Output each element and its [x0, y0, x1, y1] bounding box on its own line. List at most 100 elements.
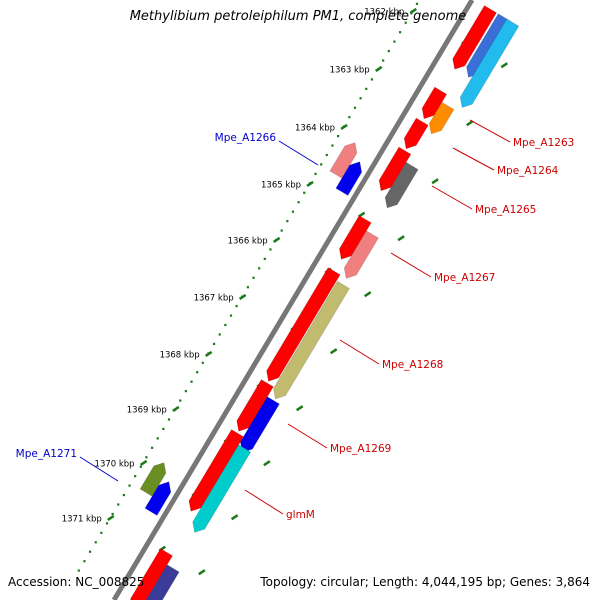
scale-dot — [218, 333, 221, 336]
gene-feature-arrow[interactable] — [130, 548, 174, 600]
scale-dot — [235, 305, 238, 308]
scale-dot — [201, 361, 204, 364]
scale-dot — [184, 390, 187, 393]
gene-label[interactable]: Mpe_A1265 — [475, 204, 536, 216]
kbp-tick — [409, 7, 417, 14]
inner-tick — [295, 405, 304, 412]
genome-backbone — [111, 0, 475, 600]
gene-leader-line — [390, 252, 432, 278]
scale-dot — [353, 106, 357, 109]
gene-feature-arrow[interactable] — [428, 101, 455, 135]
gene-feature-arrow[interactable] — [266, 267, 341, 382]
gene-leader-line — [79, 456, 119, 482]
scale-dot — [128, 484, 131, 487]
kbp-tick — [340, 123, 348, 130]
gene-feature-arrow[interactable] — [459, 18, 520, 109]
inner-tick — [263, 460, 271, 467]
gene-feature-arrow[interactable] — [144, 481, 172, 516]
inner-tick — [500, 62, 509, 69]
gene-leader-line — [287, 423, 328, 449]
kbp-tick — [139, 459, 148, 466]
gene-feature-arrow[interactable] — [378, 146, 412, 192]
kbp-tick — [172, 405, 180, 412]
scale-dot — [224, 323, 227, 327]
scale-dot — [320, 163, 323, 166]
inner-tick — [466, 120, 474, 127]
inner-tick — [363, 291, 372, 298]
gene-label[interactable]: Mpe_A1264 — [497, 165, 559, 177]
gene-feature-arrow[interactable] — [329, 142, 358, 179]
scale-dot — [122, 493, 125, 497]
kbp-tick — [306, 180, 314, 187]
scale-dot — [139, 465, 142, 468]
gene-label[interactable]: glmM — [286, 509, 315, 521]
kbp-tick — [374, 65, 383, 72]
scale-dot — [134, 475, 137, 478]
gene-label[interactable]: Mpe_A1263 — [513, 137, 574, 149]
scale-dot — [150, 446, 154, 449]
gene-feature-arrow[interactable] — [188, 429, 245, 512]
scale-dot — [88, 550, 92, 553]
inner-tick — [431, 178, 439, 185]
inner-tick — [329, 348, 338, 355]
scale-dot — [263, 257, 266, 260]
scale-dot — [280, 229, 283, 232]
gene-label[interactable]: Mpe_A1269 — [330, 443, 391, 455]
kbp-tick — [272, 236, 281, 243]
gene-leader-line — [452, 147, 495, 171]
gene-label[interactable]: Mpe_A1267 — [434, 272, 495, 284]
gene-label[interactable]: Mpe_A1268 — [382, 359, 443, 371]
inner-tick — [230, 514, 239, 521]
scale-dot — [325, 153, 328, 157]
gene-feature-arrow[interactable] — [236, 379, 274, 432]
gene-feature-arrow[interactable] — [143, 564, 180, 600]
scale-dot — [246, 286, 249, 289]
scale-dot — [404, 21, 407, 24]
scale-dot — [252, 276, 255, 279]
scale-dot — [117, 503, 120, 506]
scale-dot — [145, 456, 148, 459]
kbp-tick-label: 1366 kbp — [228, 236, 268, 246]
gene-feature-arrow[interactable] — [338, 215, 372, 260]
scale-dot — [77, 569, 80, 572]
gene-feature-arrow[interactable] — [335, 161, 363, 196]
gene-feature-arrow[interactable] — [192, 444, 252, 533]
scale-dot — [83, 560, 86, 563]
kbp-tick — [238, 293, 247, 300]
kbp-tick-label: 1364 kbp — [295, 123, 335, 133]
gene-label[interactable]: Mpe_A1271 — [16, 448, 77, 460]
gene-feature-arrow[interactable] — [403, 117, 429, 150]
scale-dot — [258, 267, 261, 270]
scale-dot — [331, 144, 334, 147]
scale-dot — [105, 522, 109, 525]
gene-feature-arrow[interactable] — [452, 5, 498, 70]
map-title: Methylibium petroleiphilum PM1, complete… — [129, 9, 467, 24]
scale-dot — [269, 248, 272, 251]
kbp-tick — [204, 350, 213, 357]
scale-dot — [156, 437, 159, 440]
gene-leader-line — [339, 339, 380, 365]
gene-feature-arrow[interactable] — [273, 280, 350, 400]
scale-dot — [314, 172, 317, 175]
gene-feature-arrow[interactable] — [343, 230, 379, 279]
scale-dot — [94, 541, 97, 544]
inner-tick — [198, 569, 206, 576]
kbp-tick-label: 1367 kbp — [194, 293, 234, 303]
gene-label[interactable]: Mpe_A1266 — [215, 132, 277, 144]
kbp-tick — [107, 514, 115, 521]
kbp-tick-label: 1369 kbp — [127, 405, 167, 415]
kbp-tick-label: 1370 kbp — [95, 459, 135, 469]
kbp-tick-label: 1365 kbp — [261, 180, 301, 190]
gene-feature-arrow[interactable] — [139, 462, 167, 497]
gene-leader-line — [278, 140, 319, 166]
scale-dot — [100, 531, 103, 534]
scale-dot — [167, 418, 171, 421]
gene-feature-arrow[interactable] — [384, 161, 419, 209]
gene-leader-line — [244, 489, 284, 515]
inner-tick — [397, 235, 405, 242]
scale-dot — [387, 49, 390, 53]
scale-dot — [297, 201, 300, 204]
kbp-tick-label: 1362 kbp — [364, 7, 404, 17]
gene-feature-arrow[interactable] — [421, 86, 448, 120]
